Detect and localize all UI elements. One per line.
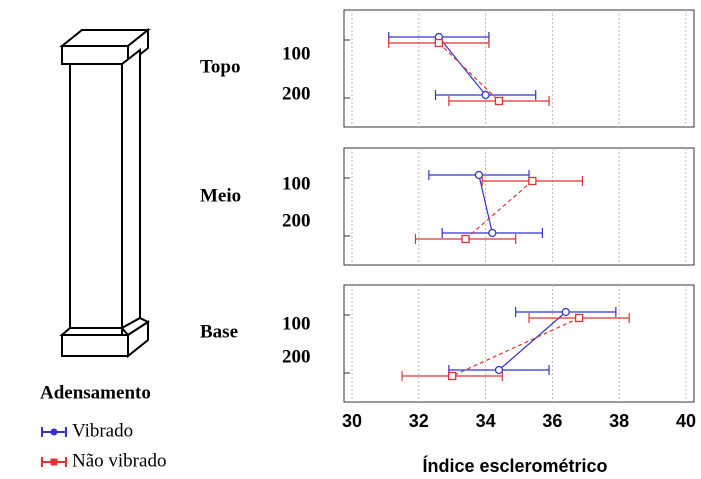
point	[529, 178, 536, 185]
category-label: 100	[282, 173, 311, 194]
legend-title: Adensamento	[40, 382, 151, 403]
panel-background	[344, 148, 694, 265]
x-axis-label: Índice esclerométrico	[422, 455, 607, 476]
category-label: 100	[282, 313, 311, 334]
legend-label: Vibrado	[72, 420, 133, 441]
point	[489, 230, 496, 237]
point	[482, 92, 489, 99]
panel-background	[344, 285, 694, 402]
legend-label: Não vibrado	[72, 450, 166, 471]
category-label: 200	[282, 346, 311, 367]
category-label: 200	[282, 83, 311, 104]
panel-label: Base	[200, 321, 238, 342]
panel-label: Topo	[200, 56, 241, 77]
x-tick-label: 36	[542, 411, 562, 431]
x-tick-label: 32	[409, 411, 429, 431]
legend-marker	[51, 459, 58, 466]
point	[562, 309, 569, 316]
column-drawing	[62, 30, 148, 356]
legend-marker	[51, 429, 58, 436]
panel-background	[344, 10, 694, 127]
figure: Adensamento Índice esclerométrico Topo 10…	[0, 0, 701, 479]
point	[576, 315, 583, 322]
x-tick-label: 30	[342, 411, 362, 431]
point	[475, 172, 482, 179]
category-label: 200	[282, 210, 311, 231]
point	[449, 373, 456, 380]
x-tick-label: 34	[476, 411, 496, 431]
point	[462, 236, 469, 243]
point	[435, 40, 442, 47]
point	[495, 98, 502, 105]
point	[495, 367, 502, 374]
x-tick-label: 38	[609, 411, 629, 431]
panel-label: Meio	[200, 185, 241, 206]
category-label: 100	[282, 43, 311, 64]
x-tick-label: 40	[676, 411, 696, 431]
